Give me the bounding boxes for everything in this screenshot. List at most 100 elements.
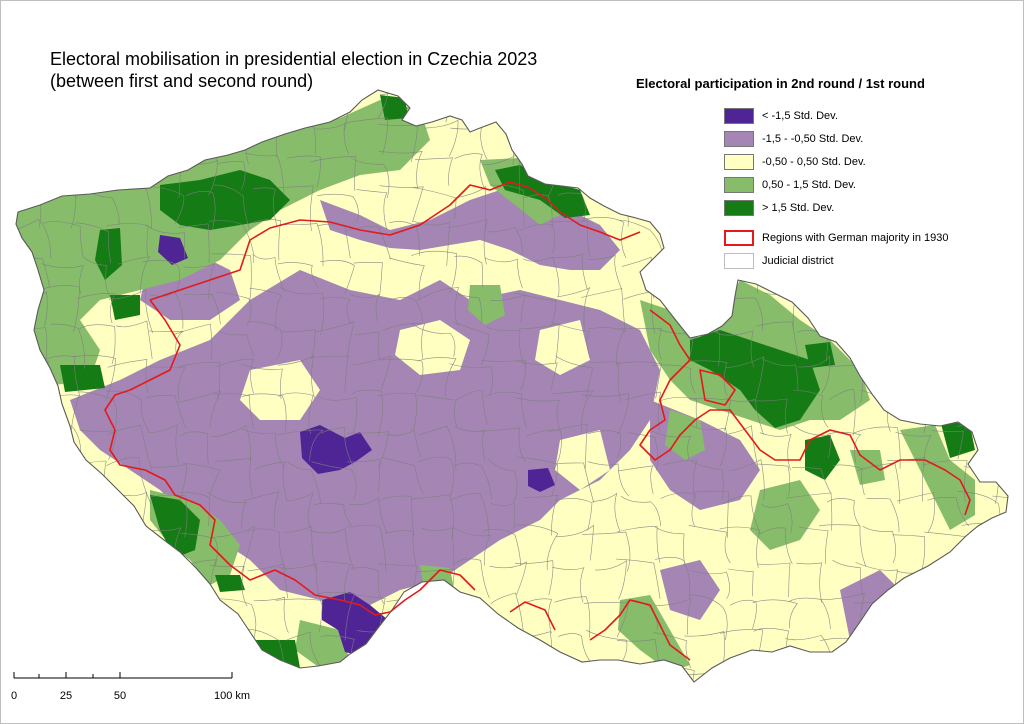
district-border <box>925 125 969 162</box>
district-border <box>411 494 454 539</box>
district-border <box>177 118 217 161</box>
district-border <box>660 492 697 527</box>
district-border <box>72 355 117 402</box>
district-border <box>592 492 621 532</box>
district-border <box>320 259 355 294</box>
district-border <box>247 528 287 572</box>
district-border <box>347 458 381 493</box>
district-border <box>319 396 358 434</box>
district-border <box>382 323 426 359</box>
district-border <box>522 256 560 297</box>
region-darkgreen <box>60 365 105 392</box>
district-border <box>215 358 254 394</box>
district-border <box>380 358 424 393</box>
district-border <box>149 366 186 401</box>
district-border <box>890 118 931 161</box>
district-border <box>451 525 492 566</box>
district-border <box>16 457 50 502</box>
district-border <box>417 357 457 397</box>
district-border <box>483 529 522 566</box>
district-border <box>74 222 112 264</box>
district-border <box>896 252 933 291</box>
legend-item-very-high: > 1,5 Std. Dev. <box>724 200 834 216</box>
district-border <box>594 150 622 188</box>
district-border <box>515 397 562 433</box>
district-border <box>552 567 585 603</box>
district-border <box>353 261 383 297</box>
district-border <box>449 663 490 682</box>
district-border <box>620 495 661 527</box>
district-border <box>862 153 902 198</box>
district-border <box>275 598 323 633</box>
district-border <box>926 628 969 673</box>
legend-label: Regions with German majority in 1930 <box>762 232 949 244</box>
district-border <box>826 286 863 326</box>
district-border <box>253 596 289 633</box>
district-border <box>725 397 764 435</box>
district-border <box>208 220 255 263</box>
region-lightgreen <box>468 285 505 325</box>
district-border <box>687 188 721 232</box>
district-border <box>381 456 424 494</box>
district-border <box>992 495 1008 539</box>
district-border <box>587 430 621 458</box>
district-border <box>795 665 832 682</box>
district-border <box>484 257 523 289</box>
district-border <box>798 526 829 564</box>
district-border <box>317 193 359 223</box>
legend-title: Electoral participation in 2nd round / 1… <box>636 76 925 91</box>
district-border <box>960 320 996 365</box>
district-border <box>863 663 898 682</box>
region-lightgreen <box>900 425 975 530</box>
district-border <box>755 463 791 496</box>
district-border <box>514 560 554 596</box>
district-border <box>962 633 996 664</box>
district-border <box>887 662 930 682</box>
district-border <box>866 498 900 533</box>
district-border <box>424 119 459 157</box>
district-border <box>892 534 926 570</box>
district-border <box>964 364 994 397</box>
district-border <box>723 495 761 535</box>
district-border <box>350 567 385 605</box>
district-border <box>453 321 489 365</box>
district-border <box>453 558 490 599</box>
district-border <box>16 119 42 157</box>
district-border <box>584 217 627 258</box>
district-border <box>490 294 526 323</box>
district-border <box>377 495 414 536</box>
district-border <box>587 461 630 497</box>
district-border <box>485 92 524 127</box>
district-border <box>898 632 932 667</box>
district-border <box>112 491 147 528</box>
region-lightgreen <box>295 620 350 668</box>
district-border <box>895 290 934 330</box>
district-border <box>557 665 595 682</box>
district-border <box>213 184 250 229</box>
region-darkgreen <box>805 435 840 480</box>
district-border <box>728 425 759 470</box>
district-border <box>16 392 51 434</box>
district-border <box>757 562 791 598</box>
district-border <box>447 219 488 265</box>
district-border <box>485 326 527 368</box>
legend-swatch <box>724 108 754 124</box>
district-border <box>786 492 833 531</box>
district-border <box>761 503 793 534</box>
legend-label: > 1,5 Std. Dev. <box>762 202 835 214</box>
district-border <box>279 223 324 267</box>
district-border <box>449 363 493 396</box>
district-border <box>40 594 82 629</box>
legend-swatch <box>724 131 754 147</box>
region-darkgreen <box>940 420 975 458</box>
district-border <box>887 358 927 392</box>
district-border <box>998 327 1008 360</box>
district-border <box>863 290 898 327</box>
district-border <box>788 597 831 629</box>
district-border <box>960 252 1002 299</box>
district-border <box>79 429 117 461</box>
district-border <box>356 189 388 230</box>
district-border <box>688 423 727 468</box>
district-border <box>287 461 321 504</box>
legend-label: -1,5 - -0,50 Std. Dev. <box>762 133 864 145</box>
